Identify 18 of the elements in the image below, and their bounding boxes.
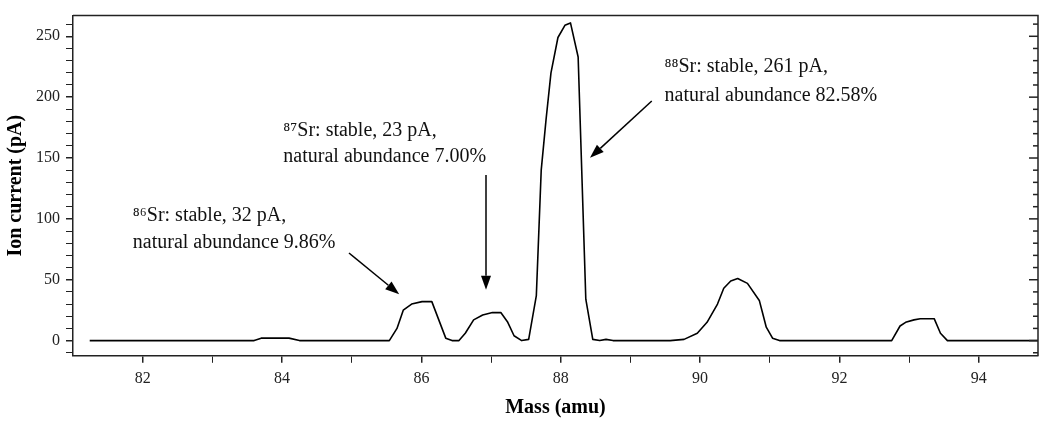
y-tick-label: 150 — [36, 148, 60, 166]
x-tick-label: 86 — [413, 368, 430, 386]
y-tick-label: 50 — [44, 269, 60, 287]
y-tick-label: 250 — [36, 26, 60, 44]
annotation: ⁸⁸Sr: stable, 261 pA, natural abundance 82.58% — [664, 54, 878, 105]
x-tick-label: 82 — [134, 368, 151, 386]
x-tick-label: 90 — [692, 368, 709, 386]
x-tick-label: 94 — [970, 368, 987, 386]
x-tick-label: 84 — [274, 368, 291, 386]
y-axis-title: Ion current (pA) — [3, 114, 27, 257]
x-tick-label: 88 — [552, 368, 569, 386]
y-tick-label: 100 — [36, 209, 60, 227]
annotation: ⁸⁷Sr: stable, 23 pA, natural abundance 7.00% — [283, 117, 487, 167]
annotation: ⁸⁶Sr: stable, 32 pA, natural abundance 9.86% — [132, 202, 336, 253]
y-tick-label: 0 — [52, 330, 60, 348]
x-axis-title: Mass (amu) — [505, 395, 606, 419]
y-tick-label: 200 — [36, 87, 60, 105]
x-tick-label: 92 — [831, 368, 848, 386]
